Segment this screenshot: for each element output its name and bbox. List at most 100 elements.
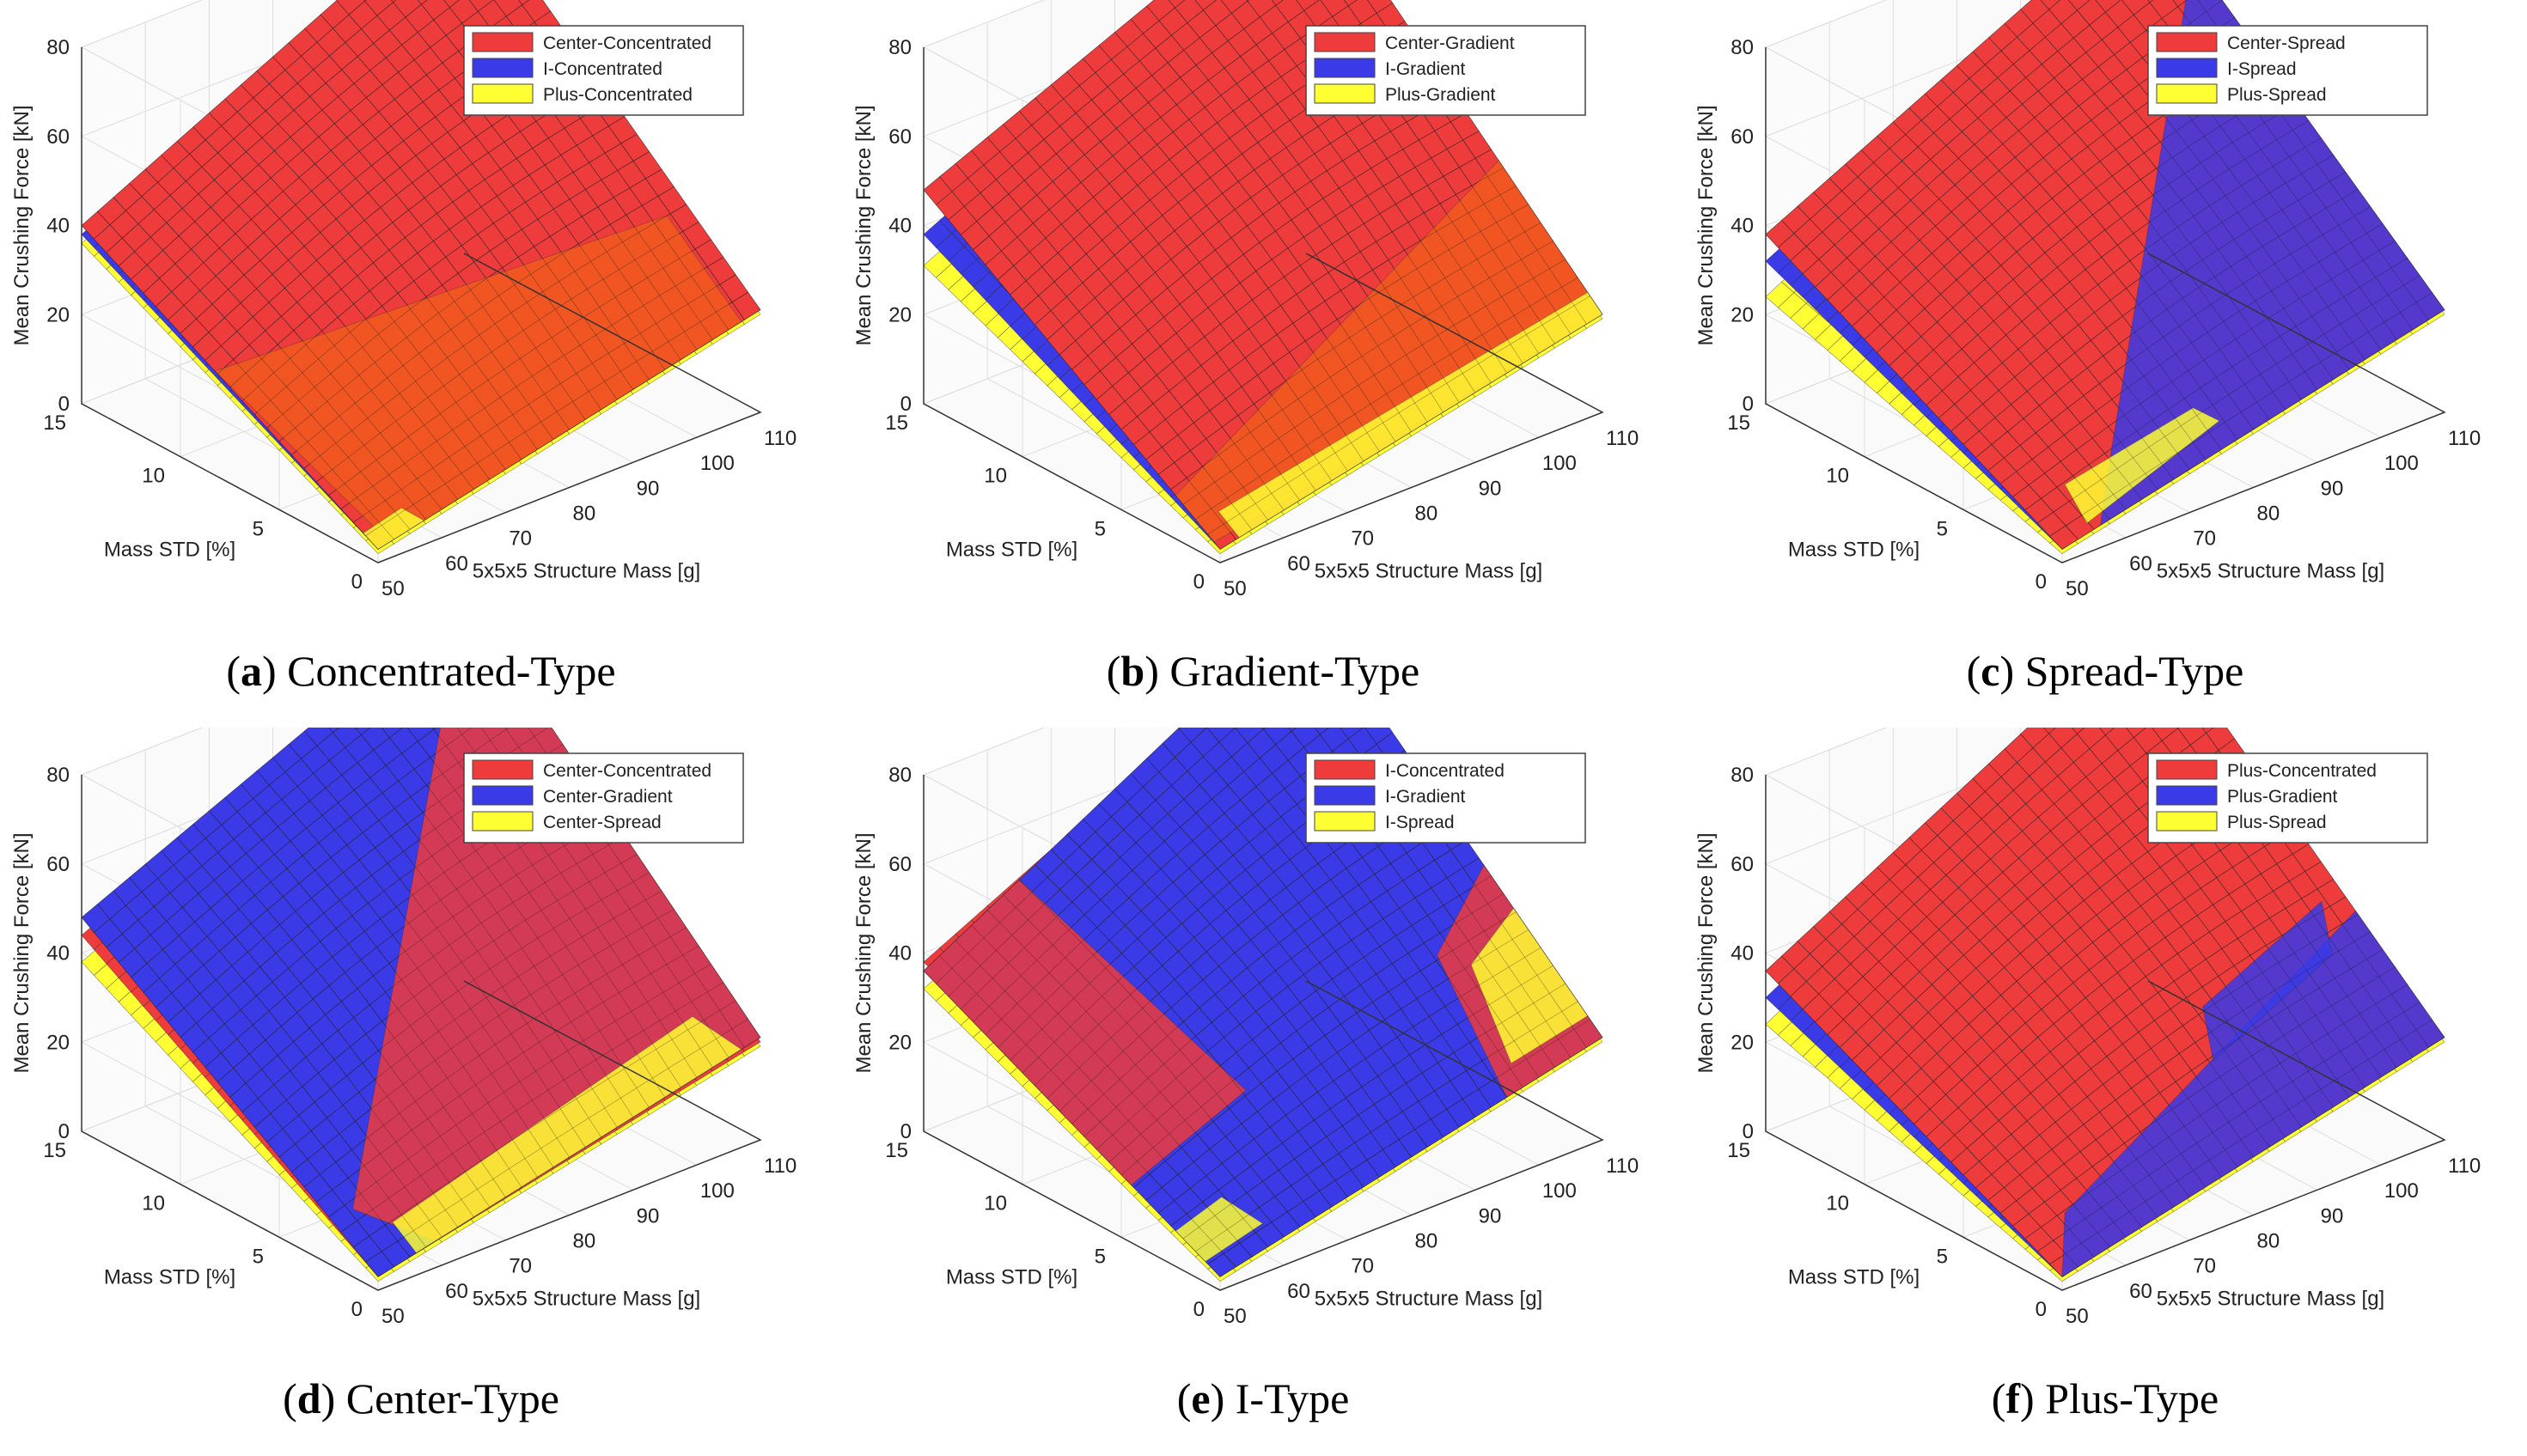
surface-chart-d: 0 20 40 60 80 0 5 10 15 50 60 70 80 90 100 110 5x5x5 Str…	[10, 728, 797, 1328]
surface-regions	[214, 215, 742, 551]
caption-a: (a) Concentrated-Type	[226, 647, 616, 695]
y-tick-label: 0	[2036, 570, 2047, 594]
z-axis-label: Mean Crushing Force [kN]	[852, 105, 876, 345]
z-tick-label: 60	[1730, 853, 1754, 876]
legend-swatch	[1314, 58, 1376, 78]
axes	[1765, 47, 2446, 564]
surface-region	[214, 215, 742, 543]
y-tick-label: 5	[1937, 517, 1948, 540]
z-tick-label: 40	[888, 215, 912, 238]
surface-chart-a: 0 20 40 60 80 0 5 10 15 50 60 70 80 90 100 110 5x5x5 Str…	[10, 0, 797, 600]
caption-text: Spread-Type	[2024, 647, 2244, 695]
surface-region	[2201, 900, 2333, 1062]
z-tick-label: 80	[1730, 36, 1754, 59]
legend: Center-Gradient I-Gradient Plus-Gradient	[1305, 25, 1586, 116]
z-tick-label: 40	[888, 942, 912, 966]
y-tick-label: 0	[351, 1298, 363, 1321]
z-tick-label: 20	[1730, 303, 1754, 326]
y-axis-label: Mass STD [%]	[104, 1266, 235, 1289]
legend-swatch	[2156, 83, 2218, 104]
y-tick-label: 10	[984, 1192, 1007, 1215]
legend-entry: Center-Spread	[543, 813, 662, 832]
y-tick-label: 10	[142, 465, 165, 488]
surface-mesh	[81, 728, 761, 1277]
legend-swatch	[2156, 58, 2218, 78]
y-tick-label: 0	[2036, 1298, 2047, 1321]
legend-swatch	[472, 785, 534, 806]
legend-entry: Plus-Spread	[2227, 813, 2327, 832]
y-tick-label: 10	[1826, 465, 1849, 488]
legend: Plus-Concentrated Plus-Gradient Plus-Sprea…	[2147, 752, 2428, 844]
z-tick-label: 80	[46, 36, 70, 59]
legend-entry: I-Gradient	[1385, 59, 1466, 79]
y-tick-label: 15	[43, 411, 66, 435]
tick-labels: 0 20 40 60 80 0 5 10 15 50 60 70 80 90 100 110	[1727, 36, 2481, 600]
x-tick-label: 60	[445, 1280, 468, 1303]
caption-letter: e	[1191, 1374, 1211, 1422]
x-tick-label: 100	[2384, 452, 2419, 475]
surface-chart-b: 0 20 40 60 80 0 5 10 15 50 60 70 80 90 100 110 5x5x5 Str…	[852, 0, 1639, 600]
legend-swatch	[2156, 785, 2218, 806]
legend-entry: I-Concentrated	[1385, 761, 1505, 781]
surface-region	[2061, 910, 2445, 1278]
x-tick-label: 90	[637, 477, 660, 500]
tick-labels: 0 20 40 60 80 0 5 10 15 50 60 70 80 90 100 110	[43, 36, 797, 600]
legend-entry: Plus-Spread	[2227, 85, 2327, 105]
surface-regions	[2061, 900, 2445, 1278]
surface-mesh	[923, 728, 1603, 1277]
x-axis-label: 5x5x5 Structure Mass [g]	[473, 1288, 700, 1311]
legend-swatch	[472, 83, 534, 104]
x-axis-label: 5x5x5 Structure Mass [g]	[1315, 1288, 1542, 1311]
legend-entry: Plus-Concentrated	[543, 85, 693, 105]
z-tick-label: 0	[58, 393, 70, 416]
surface-region	[392, 1015, 742, 1254]
x-tick-label: 60	[2129, 1280, 2152, 1303]
y-axis-label: Mass STD [%]	[104, 539, 235, 562]
x-tick-label: 70	[509, 1255, 532, 1278]
surface-chart-c: 0 20 40 60 80 0 5 10 15 50 60 70 80 90 100 110 5x5x5 Str…	[1694, 0, 2481, 600]
x-tick-label: 50	[1224, 1305, 1247, 1328]
z-tick-label: 80	[888, 764, 912, 787]
legend-entry: Center-Spread	[2227, 34, 2346, 53]
x-axis-label: 5x5x5 Structure Mass [g]	[1315, 560, 1542, 583]
x-tick-label: 50	[2066, 1305, 2089, 1328]
z-axis-label: Mean Crushing Force [kN]	[1694, 105, 1718, 345]
z-tick-label: 20	[1730, 1031, 1754, 1054]
x-tick-label: 80	[1415, 1230, 1438, 1253]
legend-entry: Center-Gradient	[543, 787, 673, 807]
x-tick-label: 90	[637, 1204, 660, 1228]
z-axis-label: Mean Crushing Force [kN]	[852, 832, 876, 1073]
y-tick-label: 10	[1826, 1192, 1849, 1215]
legend-swatch	[472, 759, 534, 780]
legend: Center-Concentrated I-Concentrated Plus-Co…	[463, 25, 744, 116]
legend-swatch	[1314, 785, 1376, 806]
z-tick-label: 0	[58, 1120, 70, 1143]
x-tick-label: 70	[2193, 1255, 2216, 1278]
z-tick-label: 20	[888, 303, 912, 326]
x-tick-label: 110	[1606, 1154, 1639, 1178]
x-tick-label: 60	[1287, 552, 1310, 576]
chart-panel-f: 0 20 40 60 80 0 5 10 15 50 60 70 80 90 100 110 5x5x5 Str…	[1684, 728, 2526, 1455]
caption-b: (b) Gradient-Type	[1106, 647, 1420, 695]
z-tick-label: 60	[1730, 125, 1754, 149]
tick-labels: 0 20 40 60 80 0 5 10 15 50 60 70 80 90 100 110	[885, 36, 1639, 600]
axes	[81, 47, 762, 564]
x-tick-label: 80	[2257, 1230, 2280, 1253]
z-tick-label: 80	[888, 36, 912, 59]
legend-entry: I-Concentrated	[543, 59, 662, 79]
y-tick-label: 5	[253, 517, 264, 540]
chart-panel-b: 0 20 40 60 80 0 5 10 15 50 60 70 80 90 100 110 5x5x5 Str…	[842, 0, 1684, 728]
x-axis-label: 5x5x5 Structure Mass [g]	[2157, 1288, 2384, 1311]
legend-entry: I-Spread	[1385, 813, 1455, 832]
z-tick-label: 0	[900, 393, 912, 416]
axes	[923, 47, 1604, 564]
x-tick-label: 110	[1606, 427, 1639, 450]
legend-swatch	[1314, 759, 1376, 780]
surface-region	[1175, 1196, 1264, 1263]
tick-labels: 0 20 40 60 80 0 5 10 15 50 60 70 80 90 100 110	[1727, 764, 2481, 1328]
x-tick-label: 60	[445, 552, 468, 576]
legend-entry: Center-Gradient	[1385, 34, 1515, 53]
y-tick-label: 0	[1193, 1298, 1205, 1321]
x-tick-label: 100	[1542, 452, 1577, 475]
tick-labels: 0 20 40 60 80 0 5 10 15 50 60 70 80 90 100 110	[43, 764, 797, 1328]
